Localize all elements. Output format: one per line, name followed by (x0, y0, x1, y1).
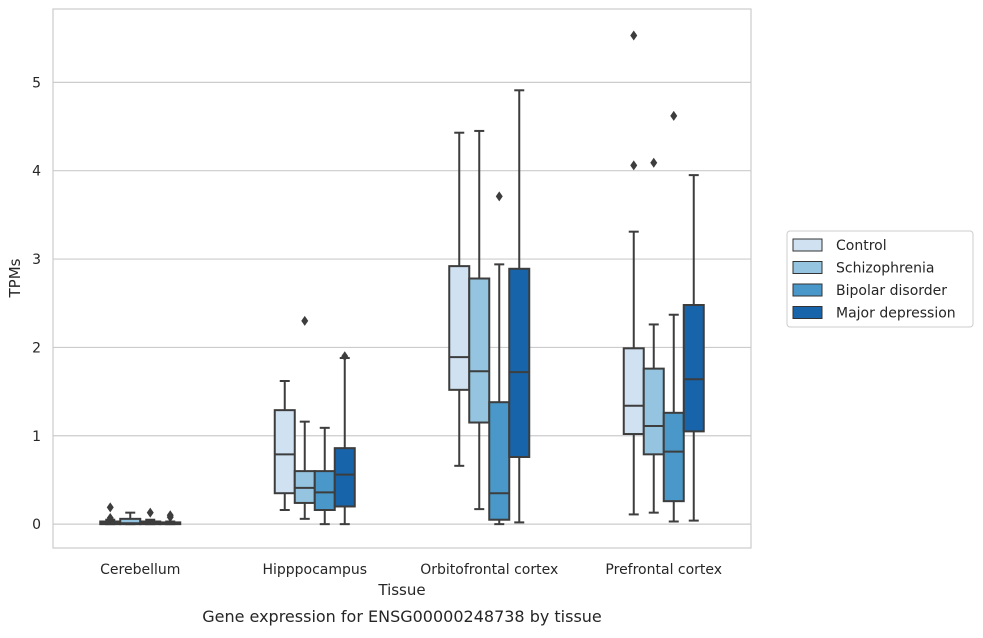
legend-swatch (792, 261, 823, 274)
plot-frame (52, 8, 752, 549)
legend-item: Control (792, 238, 887, 254)
legend-item: Bipolar disorder (792, 283, 947, 299)
box-orbitofrontal-cortex (508, 89, 531, 524)
iqr-box (448, 265, 471, 391)
box-prefrontal-cortex (622, 30, 645, 516)
y-tick-label: 4 (32, 164, 41, 180)
outlier-point (166, 510, 174, 521)
box-prefrontal-cortex (662, 110, 685, 523)
outlier-point (106, 512, 114, 523)
series-control (99, 30, 645, 526)
legend-label: Bipolar disorder (836, 283, 947, 299)
outlier-point (106, 502, 114, 513)
outlier-point (670, 110, 678, 121)
x-tick-label: Prefrontal cortex (605, 562, 722, 578)
box-hipppocampus (273, 379, 296, 512)
box-plots (99, 30, 705, 526)
x-tick-label: Hipppocampus (262, 562, 367, 578)
y-tick-label: 0 (32, 517, 41, 533)
legend: Control Schizophrenia Bipolar disorder Majo… (786, 230, 974, 328)
y-tick-label: 1 (32, 429, 41, 445)
box-orbitofrontal-cortex (488, 191, 511, 526)
x-tick-label: Orbitofrontal cortex (420, 562, 558, 578)
box-prefrontal-cortex (642, 157, 665, 514)
box-cerebellum (159, 510, 182, 526)
y-tick-labels: 0 1 2 3 4 5 (32, 75, 41, 533)
outlier-point (630, 160, 638, 171)
legend-items: Control Schizophrenia Bipolar disorder Majo… (792, 238, 956, 322)
box-orbitofrontal-cortex (448, 131, 471, 467)
x-axis-label: Tissue (377, 581, 425, 599)
legend-swatch (792, 238, 823, 252)
y-axis-label: TPMs (6, 258, 24, 298)
y-tick-label: 3 (32, 252, 41, 268)
iqr-box (682, 304, 705, 433)
iqr-box (642, 367, 665, 456)
iqr-box (488, 401, 511, 521)
legend-swatch (792, 283, 823, 297)
box-hipppocampus (333, 351, 356, 526)
legend-label: Schizophrenia (836, 261, 934, 277)
iqr-box (273, 409, 296, 495)
iqr-box (313, 470, 336, 512)
outlier-point (341, 351, 349, 362)
iqr-box (468, 277, 491, 424)
series-bipolar-disorder (139, 110, 685, 526)
outlier-point (650, 157, 658, 168)
outlier-point (630, 30, 638, 41)
iqr-box (333, 447, 356, 508)
x-tick-label: Cerebellum (100, 562, 180, 578)
y-tick-label: 5 (32, 75, 41, 91)
legend-item: Schizophrenia (792, 261, 934, 277)
iqr-box (622, 347, 645, 436)
x-tick-labels: Cerebellum Hipppocampus Orbitofrontal cort… (100, 562, 722, 578)
legend-frame (786, 230, 974, 328)
iqr-box (662, 411, 685, 503)
legend-item: Major depression (792, 306, 956, 322)
legend-label: Major depression (836, 306, 956, 322)
box-orbitofrontal-cortex (468, 129, 491, 511)
outlier-point (146, 507, 154, 518)
chart-caption: Gene expression for ENSG00000248738 by t… (202, 607, 602, 626)
series-major-depression (159, 89, 705, 526)
outlier-point (301, 315, 309, 326)
legend-label: Control (836, 238, 887, 254)
outlier-point (495, 191, 503, 202)
iqr-box (508, 267, 531, 458)
y-tick-label: 2 (32, 340, 41, 356)
legend-swatch (792, 306, 823, 319)
series-schizophrenia (119, 129, 665, 526)
box-prefrontal-cortex (682, 174, 705, 522)
box-cerebellum (139, 507, 162, 526)
box-cerebellum (119, 511, 142, 526)
